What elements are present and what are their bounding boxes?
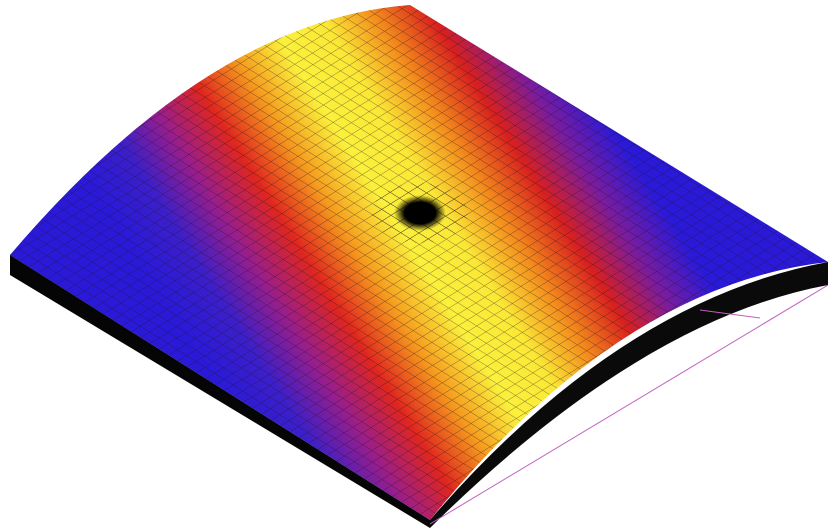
- hole: [394, 195, 446, 231]
- mesh-render: [0, 0, 828, 529]
- mesh-grid: [10, 5, 828, 520]
- page: {}: [0, 0, 828, 529]
